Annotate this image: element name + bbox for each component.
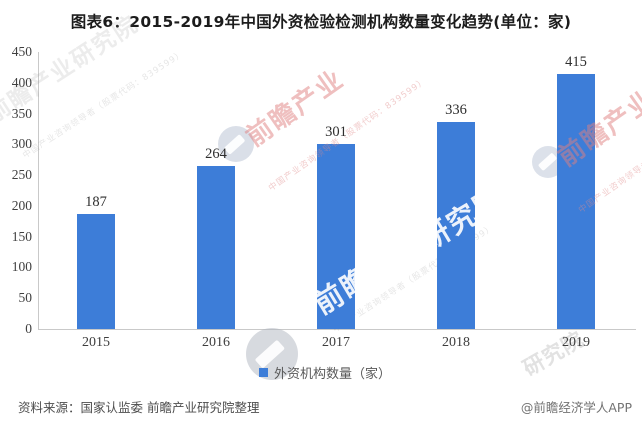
x-axis-label: 2018 — [442, 335, 470, 350]
bar-value-label: 187 — [85, 193, 107, 210]
x-axis-label: 2017 — [322, 335, 350, 350]
bar-value-label: 301 — [325, 123, 347, 140]
x-axis-line — [38, 329, 636, 330]
y-axis-tick-label: 450 — [11, 44, 32, 59]
chart-title: 图表6：2015-2019年中国外资检验检测机构数量变化趋势(单位：家) — [70, 13, 572, 31]
y-axis-tick-label: 50 — [18, 290, 33, 306]
footer-credit: @前瞻经济学人APP — [520, 400, 632, 415]
legend: 外资机构数量（家） — [4, 363, 642, 382]
x-axis-label: 2019 — [562, 335, 590, 350]
bar — [317, 143, 355, 329]
x-axis-label: 2016 — [202, 335, 230, 350]
x-axis-label: 2015 — [82, 335, 110, 350]
y-axis-line — [38, 52, 39, 329]
bar-value-label: 415 — [565, 53, 587, 70]
y-axis-tick-label: 0 — [25, 321, 32, 336]
bar-value-label: 336 — [445, 102, 467, 119]
y-axis-tick-label: 400 — [11, 74, 32, 90]
legend-swatch-icon — [258, 368, 268, 377]
bar-value-label: 264 — [205, 146, 227, 163]
y-axis-tick-label: 300 — [11, 136, 32, 152]
watermark-slogan-text: 中国产业咨询领导者（股票代码：839599） — [21, 48, 187, 161]
footer-source: 资料来源：国家认监委 前瞻产业研究院整理 — [18, 400, 260, 415]
bar — [197, 166, 235, 329]
y-axis-tick-label: 350 — [11, 105, 32, 121]
y-axis-tick-label: 250 — [11, 167, 32, 183]
bar — [77, 213, 115, 329]
y-axis-tick-label: 150 — [11, 228, 32, 244]
y-axis-tick-label: 100 — [11, 259, 32, 275]
bar — [557, 73, 595, 329]
legend-label: 外资机构数量（家） — [273, 367, 391, 382]
bar — [437, 122, 475, 329]
y-axis-tick-label: 200 — [11, 197, 32, 213]
